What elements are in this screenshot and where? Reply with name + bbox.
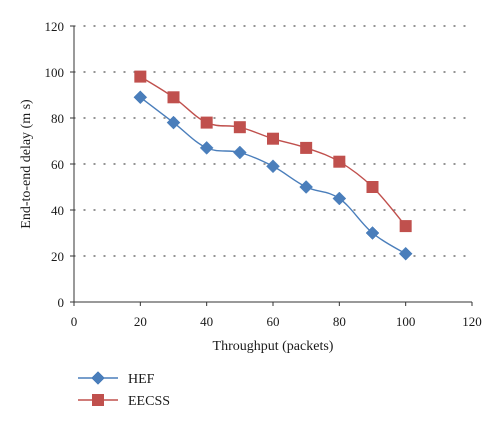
data-point-hef [232, 145, 247, 160]
y-tick-label: 60 [51, 157, 64, 172]
series-line-eecss [139, 76, 407, 227]
data-point-hef [266, 159, 280, 174]
y-tick-label: 120 [45, 19, 65, 34]
y-tick-label: 100 [45, 65, 65, 80]
x-tick-label: 20 [134, 314, 147, 329]
series-group [133, 70, 413, 261]
series-eecss [134, 70, 412, 233]
x-tick-label: 80 [333, 314, 346, 329]
data-point-hef [199, 141, 214, 155]
data-point-hef [398, 246, 413, 261]
y-tick-label: 0 [58, 295, 65, 310]
data-point-hef [299, 180, 314, 194]
x-tick-label: 120 [462, 314, 482, 329]
data-point-hef [133, 90, 148, 105]
x-ticks: 0 20 40 60 80 100 120 [71, 302, 482, 329]
series-hef [133, 90, 413, 261]
data-point-eecss [333, 155, 346, 168]
data-point-hef [332, 191, 347, 206]
data-point-eecss [134, 70, 147, 83]
series-line-hef [139, 96, 407, 255]
data-point-eecss [300, 141, 313, 154]
data-point-hef [365, 226, 380, 240]
data-point-hef [166, 115, 181, 130]
data-point-eecss [267, 132, 279, 145]
legend-label-hef: HEF [128, 372, 155, 387]
y-ticks: 0 20 40 60 80 100 120 [45, 19, 74, 310]
legend-item-hef: HEF [78, 371, 155, 387]
y-tick-label: 40 [51, 203, 64, 218]
legend-marker-hef [91, 371, 105, 385]
y-axis-title: End-to-end delay (m s) [19, 99, 34, 229]
x-axis-title: Throughput (packets) [213, 339, 334, 354]
x-tick-label: 100 [396, 314, 416, 329]
data-point-eecss [167, 91, 180, 104]
legend-label-eecss: EECSS [128, 394, 170, 409]
x-tick-label: 40 [200, 314, 213, 329]
data-point-eecss [233, 121, 246, 134]
y-tick-label: 20 [51, 249, 64, 264]
data-point-eecss [200, 116, 213, 129]
legend-item-eecss: EECSS [78, 394, 170, 409]
x-tick-label: 0 [71, 314, 78, 329]
y-tick-label: 80 [51, 111, 64, 126]
legend: HEF EECSS [78, 371, 170, 409]
x-tick-label: 60 [267, 314, 280, 329]
data-point-eecss [399, 220, 412, 233]
legend-marker-eecss [92, 394, 104, 406]
data-point-eecss [366, 181, 379, 193]
